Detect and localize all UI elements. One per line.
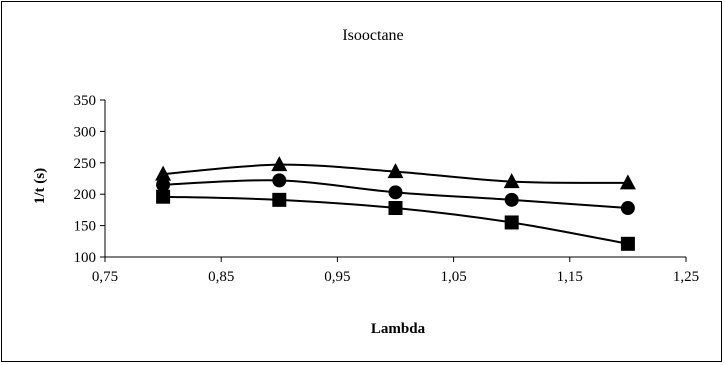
data-point-triangle — [619, 174, 636, 190]
data-point-triangle — [271, 156, 288, 172]
data-point-triangle — [155, 165, 172, 181]
data-point-circle — [504, 192, 519, 207]
data-point-triangle — [387, 163, 404, 179]
tick-labels: 100 150 200 250 300 350 0,75 0,85 0,95 1,05 1,15 1,… — [74, 93, 700, 285]
y-tick-label: 200 — [74, 187, 97, 203]
data-point-square — [156, 189, 171, 204]
y-tick-label: 100 — [74, 250, 97, 266]
axes — [100, 99, 687, 262]
y-axis-label: 1/t (s) — [32, 168, 48, 204]
x-tick-label: 1,15 — [557, 269, 583, 285]
x-axis-label: Lambda — [371, 321, 426, 337]
x-tick-label: 1,25 — [673, 269, 699, 285]
data-point-square — [388, 201, 403, 216]
data-point-triangle — [503, 173, 520, 189]
data-point-square — [504, 215, 519, 230]
series-markers — [155, 156, 636, 251]
x-tick-label: 0,95 — [324, 269, 350, 285]
data-point-circle — [388, 185, 403, 200]
x-tick-label: 1,05 — [440, 269, 466, 285]
chart-title: Isooctane — [342, 27, 403, 44]
y-tick-label: 250 — [74, 156, 97, 172]
data-point-square — [272, 192, 287, 207]
data-point-circle — [156, 177, 171, 192]
data-point-circle — [620, 201, 635, 216]
x-tick-label: 0,85 — [208, 269, 234, 285]
y-tick-label: 300 — [74, 124, 97, 140]
data-point-circle — [272, 173, 287, 188]
y-tick-label: 150 — [74, 219, 97, 235]
x-tick-label: 0,75 — [92, 269, 118, 285]
data-point-square — [620, 236, 635, 251]
y-tick-label: 350 — [74, 93, 97, 109]
